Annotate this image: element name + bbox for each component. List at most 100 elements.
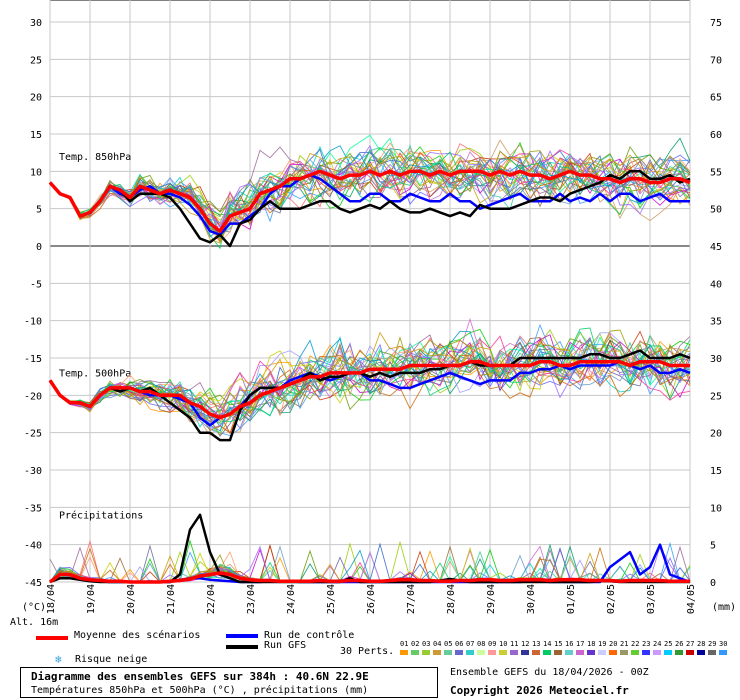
y-tick-right: 30 <box>710 354 722 365</box>
perturbation-swatch <box>444 650 452 655</box>
perturbation-number: 06 <box>455 640 464 648</box>
y-tick-right: 50 <box>710 205 722 216</box>
perturbation-line <box>49 342 691 426</box>
series-precip-line <box>48 571 690 584</box>
perturbation-swatch <box>697 650 705 655</box>
series-t500-line <box>48 359 690 420</box>
perturbation-swatch <box>686 650 694 655</box>
x-tick-label: 28/04 <box>446 584 457 614</box>
perturbation-swatch <box>642 650 650 655</box>
perturbation-swatch <box>411 650 419 655</box>
perturbation-number: 21 <box>620 640 629 648</box>
legend-gfs-label: Run GFS <box>264 640 307 651</box>
x-tick-label: 24/04 <box>286 584 297 614</box>
perturbation-swatch <box>477 650 485 655</box>
perturbation-number: 29 <box>708 640 717 648</box>
perturbation-number: 05 <box>444 640 453 648</box>
perturbation-swatch <box>521 650 529 655</box>
y-tick-left: -10 <box>24 317 42 328</box>
x-tick-label: 03/05 <box>646 584 657 614</box>
perturbation-line <box>49 330 691 432</box>
perturbation-swatch <box>565 650 573 655</box>
perturbation-line <box>49 330 691 428</box>
perturbation-swatch <box>543 650 551 655</box>
run-info: Ensemble GEFS du 18/04/2026 - 00Z <box>450 667 649 678</box>
x-tick-label: 02/05 <box>606 584 617 614</box>
y-tick-left: -45 <box>24 578 42 589</box>
chart-subtitle: Températures 850hPa et 500hPa (°C) , pré… <box>31 685 369 696</box>
chart-title: Diagramme des ensembles GEFS sur 384h : … <box>31 670 369 683</box>
perturbation-line <box>49 144 691 228</box>
snow-risk-label: Risque neige <box>75 654 148 665</box>
y-tick-right: 70 <box>710 55 722 66</box>
perturbation-number: 23 <box>642 640 651 648</box>
perturbation-number: 03 <box>422 640 431 648</box>
y-tick-right: 60 <box>710 130 722 141</box>
perturbation-swatch <box>576 650 584 655</box>
perturbation-line <box>49 148 691 238</box>
y-tick-left: -35 <box>24 503 42 514</box>
perturbation-swatch <box>653 650 661 655</box>
perturbation-number: 28 <box>697 640 706 648</box>
section-label: Temp. 850hPa <box>59 152 131 163</box>
perturbation-line <box>49 340 691 424</box>
perturbation-swatch <box>400 650 408 655</box>
y-tick-right: 5 <box>710 541 716 552</box>
series-t850-line <box>48 169 691 233</box>
perturbation-swatch <box>510 650 518 655</box>
perturbation-swatch <box>532 650 540 655</box>
perturbation-number: 10 <box>499 640 508 648</box>
perturbation-number: 20 <box>609 640 618 648</box>
snowflake-icon: ❄ <box>55 653 62 666</box>
perturbation-swatch <box>466 650 474 655</box>
y-tick-left: -5 <box>30 279 42 290</box>
section-label: Temp. 500hPa <box>59 369 131 380</box>
perturbation-number: 13 <box>532 640 541 648</box>
perturbation-number: 08 <box>477 640 486 648</box>
perturbation-number: 15 <box>554 640 563 648</box>
perturbation-swatch <box>708 650 716 655</box>
right-unit-label: (mm) <box>712 602 736 613</box>
x-tick-label: 30/04 <box>526 584 537 614</box>
y-tick-right: 40 <box>710 279 722 290</box>
perturbation-swatch <box>455 650 463 655</box>
perturbation-swatch <box>587 650 595 655</box>
copyright: Copyright 2026 Meteociel.fr <box>450 684 629 697</box>
perturbation-swatch <box>719 650 727 655</box>
perturbation-number: 11 <box>510 640 519 648</box>
perturbation-swatch <box>488 650 496 655</box>
x-tick-label: 19/04 <box>86 584 97 614</box>
altitude-label: Alt. 16m <box>10 617 59 628</box>
perturbation-swatch <box>499 650 507 655</box>
y-tick-left: 10 <box>30 167 42 178</box>
perturbation-swatch <box>631 650 639 655</box>
y-tick-left: -20 <box>24 391 42 402</box>
y-tick-right: 15 <box>710 466 722 477</box>
x-tick-label: 29/04 <box>486 584 497 614</box>
y-tick-right: 75 <box>710 18 722 29</box>
x-tick-label: 18/04 <box>46 584 57 614</box>
perturbation-number: 09 <box>488 640 497 648</box>
perturbation-number: 07 <box>466 640 475 648</box>
perturbation-number: 16 <box>565 640 574 648</box>
perturbation-number: 24 <box>653 640 662 648</box>
perturbation-swatch <box>620 650 628 655</box>
perturbation-number: 27 <box>686 640 695 648</box>
perturbation-line <box>49 145 691 235</box>
perturbation-number: 14 <box>543 640 552 648</box>
perturbation-number: 25 <box>664 640 673 648</box>
x-tick-label: 20/04 <box>126 584 137 614</box>
y-tick-left: -15 <box>24 354 42 365</box>
y-tick-left: 25 <box>30 55 42 66</box>
perturbation-swatch <box>554 650 562 655</box>
perturbation-number: 02 <box>411 640 420 648</box>
x-tick-label: 21/04 <box>166 584 177 614</box>
perturbation-swatch <box>422 650 430 655</box>
perturbation-swatch <box>675 650 683 655</box>
y-tick-right: 10 <box>710 503 722 514</box>
left-unit-label: (°C) <box>22 602 46 613</box>
perturbation-number: 19 <box>598 640 607 648</box>
x-tick-label: 25/04 <box>326 584 337 614</box>
section-label: Précipitations <box>59 510 143 522</box>
